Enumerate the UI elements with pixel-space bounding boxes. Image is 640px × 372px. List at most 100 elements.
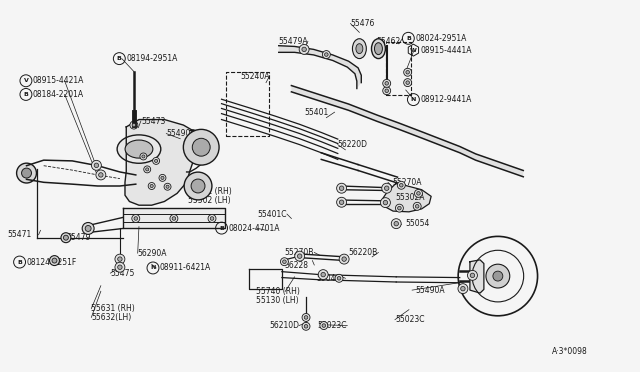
Ellipse shape <box>374 43 383 55</box>
Polygon shape <box>470 260 484 293</box>
Circle shape <box>299 44 309 54</box>
Text: 55240A: 55240A <box>240 72 269 81</box>
Circle shape <box>144 166 150 173</box>
Circle shape <box>321 272 325 277</box>
Polygon shape <box>125 119 199 205</box>
Circle shape <box>381 183 392 193</box>
Text: 55476: 55476 <box>351 19 375 28</box>
Circle shape <box>406 81 410 84</box>
Circle shape <box>396 204 403 212</box>
Circle shape <box>298 254 302 259</box>
Circle shape <box>404 78 412 87</box>
Circle shape <box>304 316 308 319</box>
Text: 55490A: 55490A <box>415 286 445 295</box>
Polygon shape <box>278 46 362 89</box>
Circle shape <box>320 322 328 330</box>
Text: 55479A: 55479A <box>278 37 308 46</box>
Ellipse shape <box>63 235 68 240</box>
Text: 55401C: 55401C <box>258 209 287 219</box>
Text: 08912-9441A: 08912-9441A <box>420 95 472 104</box>
Text: 08124-2251F: 08124-2251F <box>26 257 77 267</box>
Circle shape <box>394 221 399 226</box>
Text: 08915-4421A: 08915-4421A <box>33 76 84 85</box>
Circle shape <box>461 286 465 291</box>
Circle shape <box>385 81 388 85</box>
Circle shape <box>470 273 475 278</box>
Circle shape <box>324 53 328 56</box>
Circle shape <box>397 181 405 189</box>
Text: 55270B: 55270B <box>284 248 314 257</box>
Circle shape <box>318 270 328 280</box>
Circle shape <box>280 258 289 266</box>
Circle shape <box>302 322 310 330</box>
Circle shape <box>22 168 31 178</box>
Circle shape <box>132 215 140 222</box>
Circle shape <box>337 197 347 207</box>
Circle shape <box>99 173 103 177</box>
Circle shape <box>302 47 307 52</box>
Text: 55479: 55479 <box>66 233 90 242</box>
Text: 56220D: 56220D <box>338 140 368 149</box>
Circle shape <box>115 262 125 272</box>
Text: 55740 (RH): 55740 (RH) <box>257 287 300 296</box>
Polygon shape <box>382 183 431 212</box>
Text: B: B <box>406 36 411 41</box>
Text: 55401: 55401 <box>305 108 329 117</box>
Circle shape <box>493 271 503 281</box>
Circle shape <box>383 87 390 95</box>
Circle shape <box>304 324 308 328</box>
Circle shape <box>208 215 216 222</box>
Text: 56290A: 56290A <box>138 249 167 258</box>
Circle shape <box>383 79 390 87</box>
Text: 08915-4441A: 08915-4441A <box>420 46 472 55</box>
Circle shape <box>337 276 341 280</box>
Ellipse shape <box>82 222 94 234</box>
Circle shape <box>166 185 169 188</box>
Circle shape <box>96 170 106 180</box>
Text: 55462: 55462 <box>376 37 400 46</box>
Circle shape <box>339 186 344 190</box>
Circle shape <box>210 217 214 220</box>
Circle shape <box>413 202 421 210</box>
Circle shape <box>148 183 155 189</box>
Circle shape <box>17 163 36 183</box>
Circle shape <box>339 200 344 205</box>
Circle shape <box>415 205 419 208</box>
Circle shape <box>337 183 347 193</box>
Circle shape <box>406 70 410 74</box>
Text: W: W <box>410 48 417 52</box>
Circle shape <box>150 185 153 187</box>
Circle shape <box>146 168 148 171</box>
Circle shape <box>134 217 138 220</box>
Text: N: N <box>411 97 416 102</box>
Circle shape <box>192 138 210 156</box>
Circle shape <box>130 121 138 129</box>
Text: 55302A: 55302A <box>395 193 424 202</box>
Circle shape <box>152 157 159 164</box>
Text: 55632(LH): 55632(LH) <box>92 313 132 322</box>
Ellipse shape <box>371 39 385 58</box>
Circle shape <box>323 51 330 58</box>
Circle shape <box>385 89 388 93</box>
Circle shape <box>417 192 420 195</box>
Text: 56220B: 56220B <box>348 248 377 257</box>
Text: 55475: 55475 <box>110 269 135 278</box>
Text: B: B <box>219 225 224 231</box>
Circle shape <box>397 206 401 210</box>
Circle shape <box>339 254 349 264</box>
Circle shape <box>115 254 125 264</box>
Polygon shape <box>123 208 225 228</box>
Circle shape <box>486 264 510 288</box>
Text: 55054: 55054 <box>405 219 429 228</box>
Circle shape <box>92 160 101 170</box>
Circle shape <box>294 251 305 261</box>
Circle shape <box>159 174 166 182</box>
Circle shape <box>191 179 205 193</box>
Ellipse shape <box>353 39 366 58</box>
Text: B: B <box>117 56 122 61</box>
Circle shape <box>458 284 468 294</box>
Text: 08024-2951A: 08024-2951A <box>415 34 467 43</box>
Ellipse shape <box>61 233 71 243</box>
Text: 55473: 55473 <box>141 116 165 125</box>
Circle shape <box>172 217 176 220</box>
